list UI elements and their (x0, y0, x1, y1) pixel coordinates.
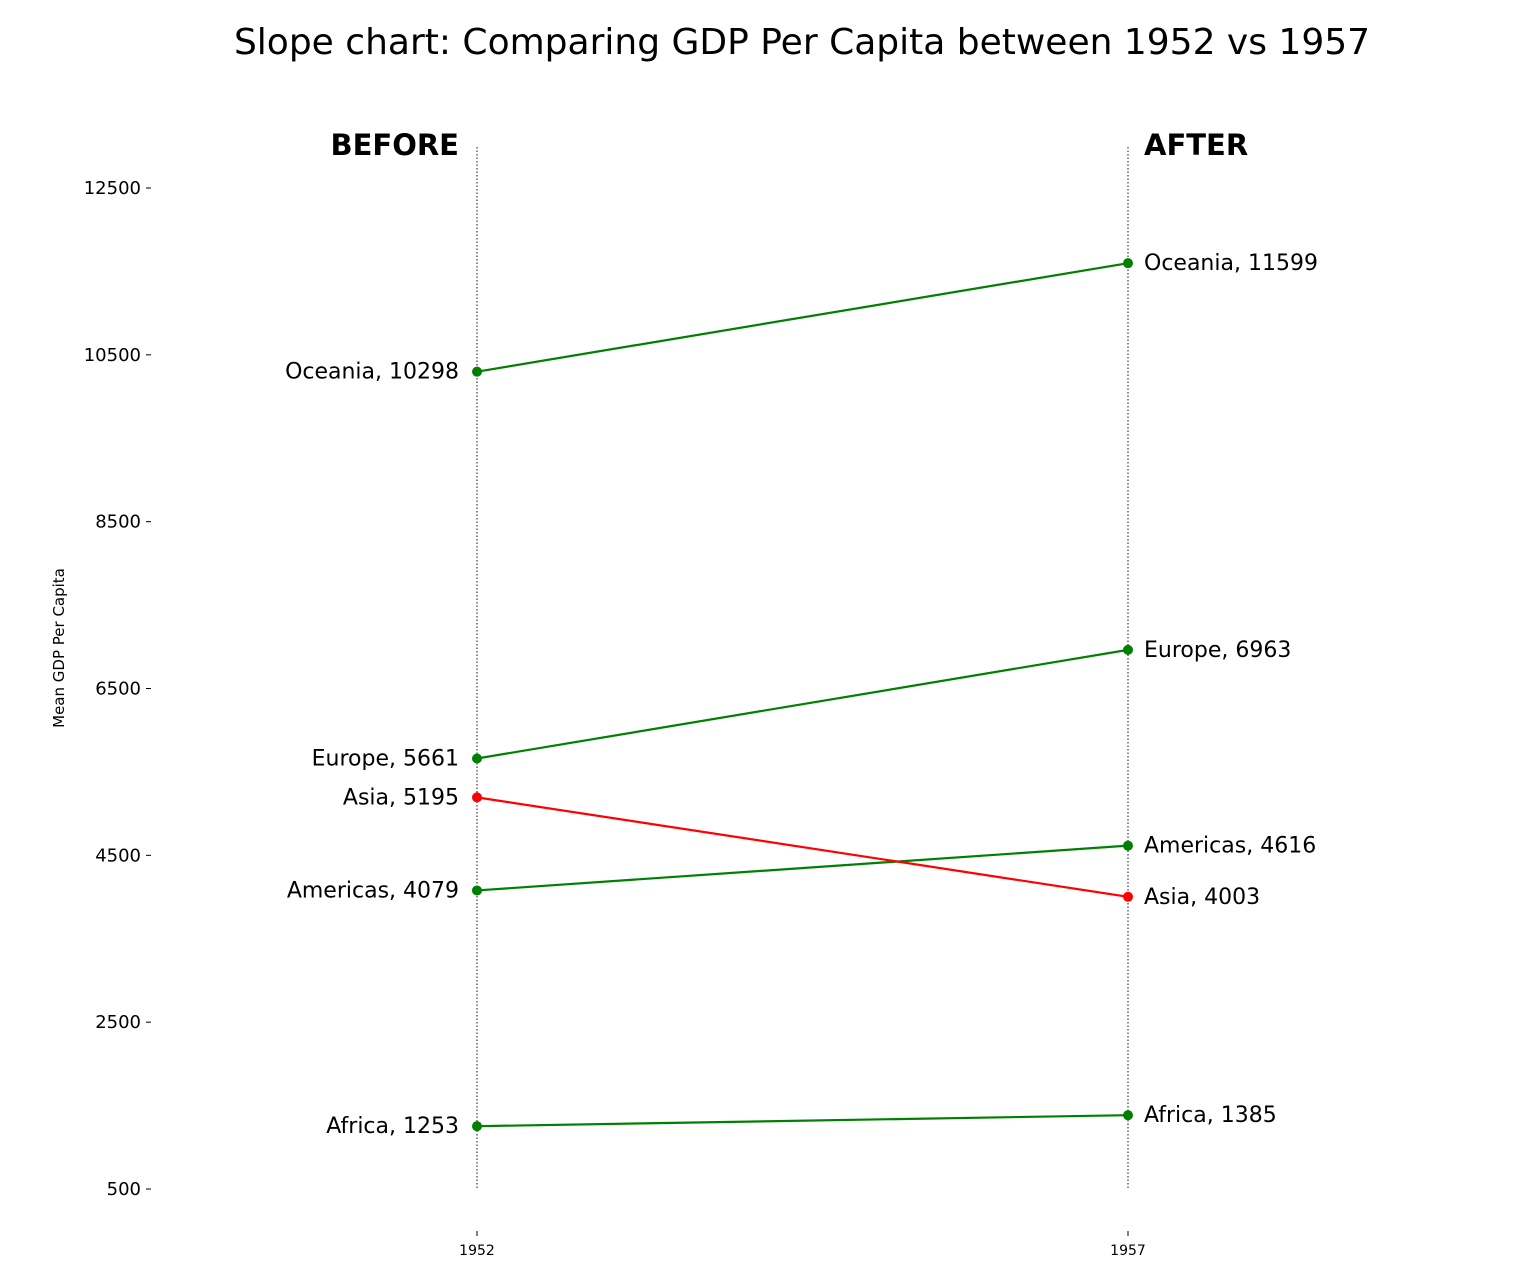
label-1957-africa: Africa, 1385 (1144, 1103, 1277, 1128)
point-1952-oceania (472, 366, 482, 377)
x-tick-label: 1952 (459, 1243, 495, 1259)
series-americas: Americas, 4079 Americas, 4616 (287, 834, 1316, 904)
y-tick-label: 2500 (95, 1012, 141, 1033)
label-1957-americas: Americas, 4616 (1144, 834, 1316, 859)
slope-line-africa (476, 1114, 1129, 1128)
label-1957-asia: Asia, 4003 (1144, 885, 1260, 910)
x-tick-label: 1957 (1110, 1243, 1146, 1259)
label-1952-asia: Asia, 5195 (343, 785, 459, 810)
label-1952-europe: Europe, 5661 (312, 746, 459, 771)
slope-line-oceania (476, 262, 1129, 373)
point-1957-oceania (1123, 258, 1133, 269)
y-tick-label: 10500 (84, 345, 141, 366)
y-tick-label: 4500 (95, 845, 141, 866)
y-axis-label: Mean GDP Per Capita (50, 568, 68, 728)
y-tick-label: 12500 (84, 178, 141, 199)
point-1952-americas (472, 885, 482, 896)
slope-line-americas (476, 844, 1129, 892)
label-1957-oceania: Oceania, 11599 (1144, 251, 1318, 276)
after-header: AFTER (1144, 128, 1248, 162)
y-tick-label: 500 (107, 1179, 141, 1200)
series-asia: Asia, 5195 Asia, 4003 (343, 785, 1260, 909)
label-1952-africa: Africa, 1253 (326, 1114, 459, 1139)
series-oceania: Oceania, 10298 Oceania, 11599 (285, 251, 1318, 385)
point-1957-africa (1123, 1110, 1133, 1121)
point-1957-americas (1123, 840, 1133, 851)
y-tick-label: 6500 (95, 679, 141, 700)
x-axis: 1952 1957 (459, 1231, 1146, 1259)
series-europe: Europe, 5661 Europe, 6963 (312, 638, 1292, 772)
point-1957-asia (1123, 891, 1133, 902)
series-africa: Africa, 1253 Africa, 1385 (326, 1103, 1276, 1139)
point-1957-europe (1123, 644, 1133, 655)
y-tick-label: 8500 (95, 512, 141, 533)
slope-line-europe (476, 648, 1129, 760)
chart-title: Slope chart: Comparing GDP Per Capita be… (234, 22, 1370, 63)
y-axis: 500 2500 4500 6500 8500 10500 12500 (84, 178, 151, 1200)
point-1952-africa (472, 1121, 482, 1132)
slope-line-asia (476, 796, 1129, 898)
point-1952-europe (472, 753, 482, 764)
label-1952-americas: Americas, 4079 (287, 878, 459, 903)
year-guide-lines (476, 147, 1129, 1189)
label-1957-europe: Europe, 6963 (1144, 638, 1291, 663)
point-1952-asia (472, 792, 482, 803)
before-header: BEFORE (330, 128, 459, 162)
label-1952-oceania: Oceania, 10298 (285, 360, 459, 385)
